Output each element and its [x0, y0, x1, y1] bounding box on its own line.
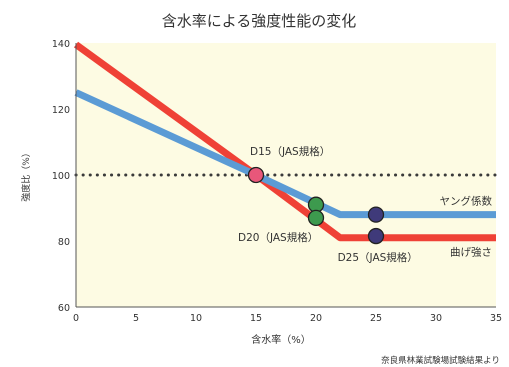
x-tick-label: 20	[310, 313, 322, 324]
series-line	[74, 89, 496, 219]
x-axis-label: 含水率（%）	[251, 333, 311, 346]
marker-point	[307, 209, 325, 227]
series-lines	[73, 41, 496, 242]
annotation-label: D15（JAS規格）	[250, 145, 330, 158]
data-markers	[247, 166, 385, 245]
y-tick-label: 100	[52, 171, 70, 182]
y-tick-label: 80	[58, 237, 70, 248]
annotation-label: D25（JAS規格）	[338, 251, 418, 264]
x-tick-label: 15	[250, 313, 262, 324]
annotation-label: D20（JAS規格）	[238, 231, 318, 244]
marker-point	[247, 166, 265, 184]
series-line	[73, 41, 496, 242]
y-tick-label: 60	[58, 303, 70, 314]
y-axis-label: 強度比（%）	[20, 148, 32, 202]
marker-point	[367, 206, 385, 223]
x-tick-labels: 0 5 10 15 20 25 30 35	[73, 313, 502, 324]
series-label: 曲げ強さ	[450, 246, 492, 259]
y-tick-label: 120	[52, 105, 70, 116]
x-tick-label: 10	[190, 313, 202, 324]
source-note: 奈良県林業試験場試験結果より	[381, 355, 500, 366]
y-tick-labels: 60 80 100 120 140	[52, 39, 70, 314]
chart-title: 含水率による強度性能の変化	[162, 12, 357, 30]
y-tick-label: 140	[52, 39, 70, 50]
x-tick-label: 5	[133, 313, 139, 324]
x-tick-label: 25	[370, 313, 382, 324]
series-label: ヤング係数	[440, 195, 493, 208]
x-tick-label: 30	[430, 313, 442, 324]
annotations: D15（JAS規格） D20（JAS規格） D25（JAS規格）	[238, 145, 418, 264]
x-tick-label: 35	[490, 313, 502, 324]
x-tick-label: 0	[73, 313, 79, 324]
marker-point	[367, 227, 385, 245]
